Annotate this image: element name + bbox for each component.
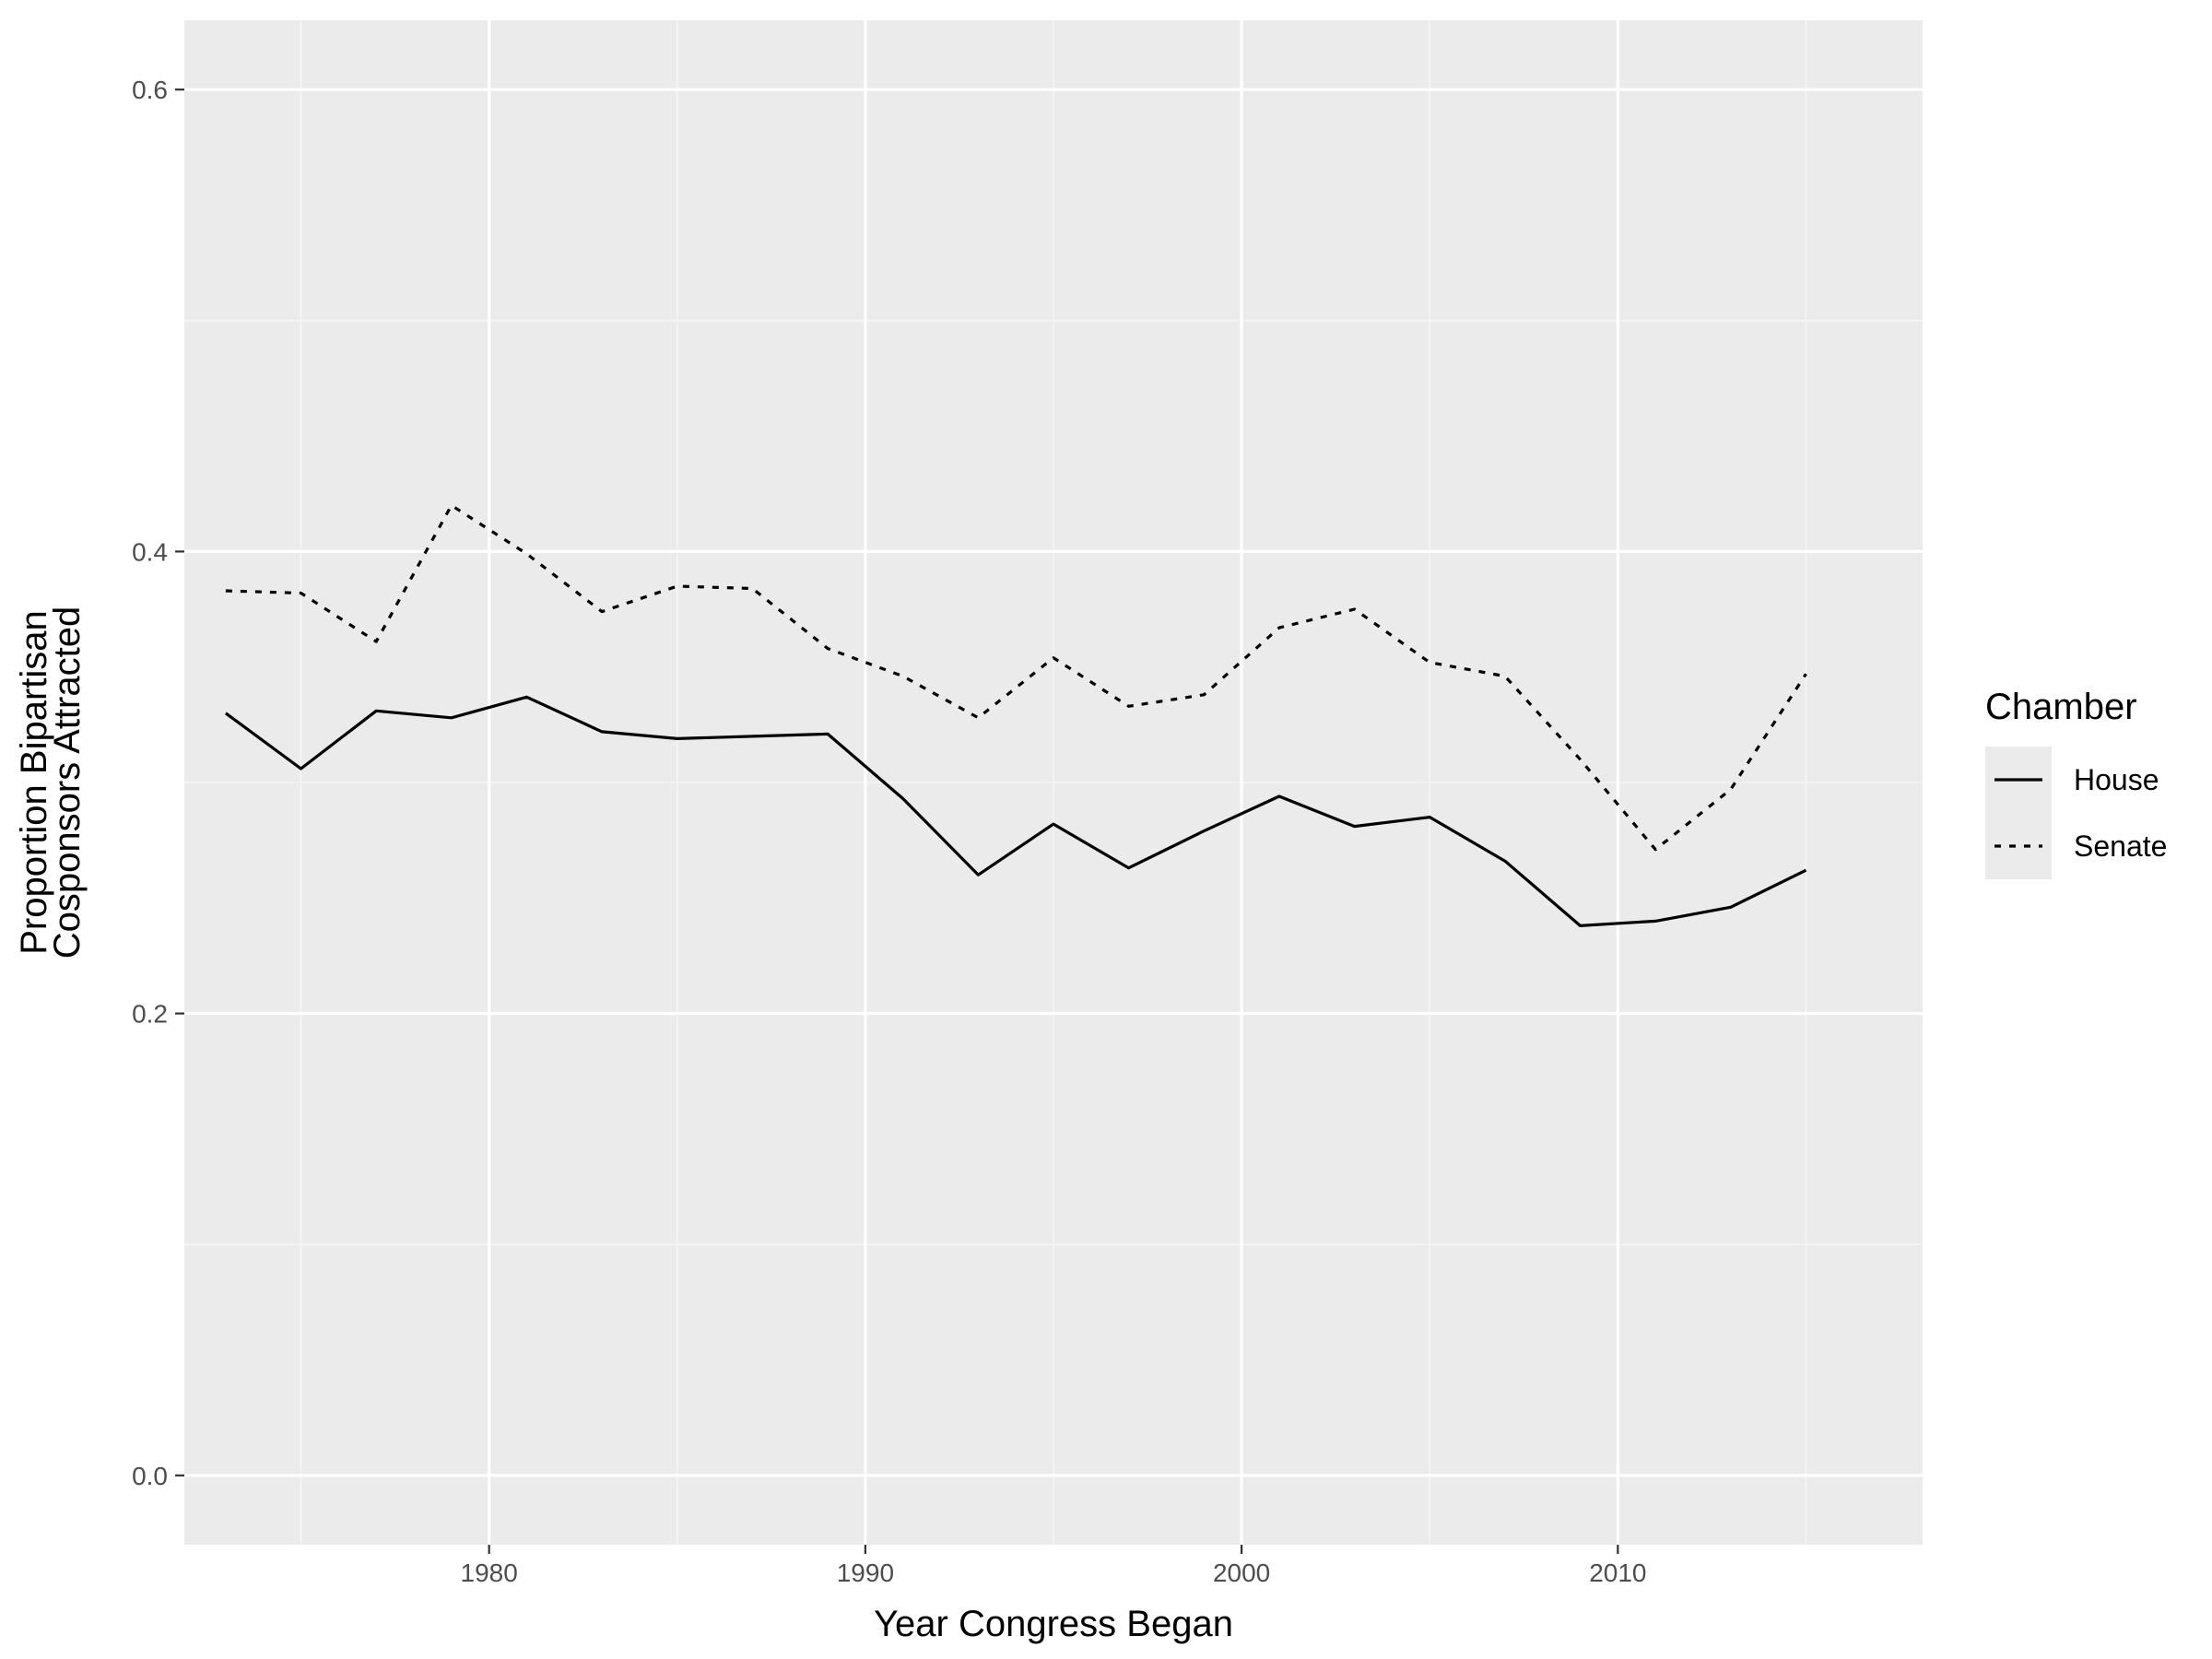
y-axis-title-line-2: Cosponsors Attracted xyxy=(47,606,88,959)
y-tick-label: 0.2 xyxy=(132,1000,168,1029)
data-series xyxy=(224,503,1807,928)
y-axis-title: Proportion Bipartisan Cosponsors Attract… xyxy=(14,606,88,959)
y-tick-label: 0.0 xyxy=(132,1462,168,1490)
y-tick-label: 0.6 xyxy=(132,76,168,104)
x-tick-label: 1990 xyxy=(837,1559,894,1587)
legend: Chamber House Senate xyxy=(1985,687,2167,879)
x-axis-title: Year Congress Began xyxy=(874,1604,1233,1644)
x-tick-label: 2010 xyxy=(1589,1559,1646,1587)
grid-lines xyxy=(184,20,1923,1545)
series-line-house xyxy=(224,695,1807,928)
x-tick-label: 2000 xyxy=(1213,1559,1270,1587)
legend-title: Chamber xyxy=(1985,687,2137,727)
legend-label-house: House xyxy=(2074,763,2159,796)
x-tick-label: 1980 xyxy=(461,1559,518,1587)
y-tick-label: 0.4 xyxy=(132,537,168,566)
y-axis-title-line-1: Proportion Bipartisan xyxy=(14,610,54,955)
x-axis: 1980 1990 2000 2010 xyxy=(461,1545,1646,1587)
y-axis: 0.0 0.2 0.4 0.6 xyxy=(132,76,184,1490)
legend-label-senate: Senate xyxy=(2074,830,2167,863)
